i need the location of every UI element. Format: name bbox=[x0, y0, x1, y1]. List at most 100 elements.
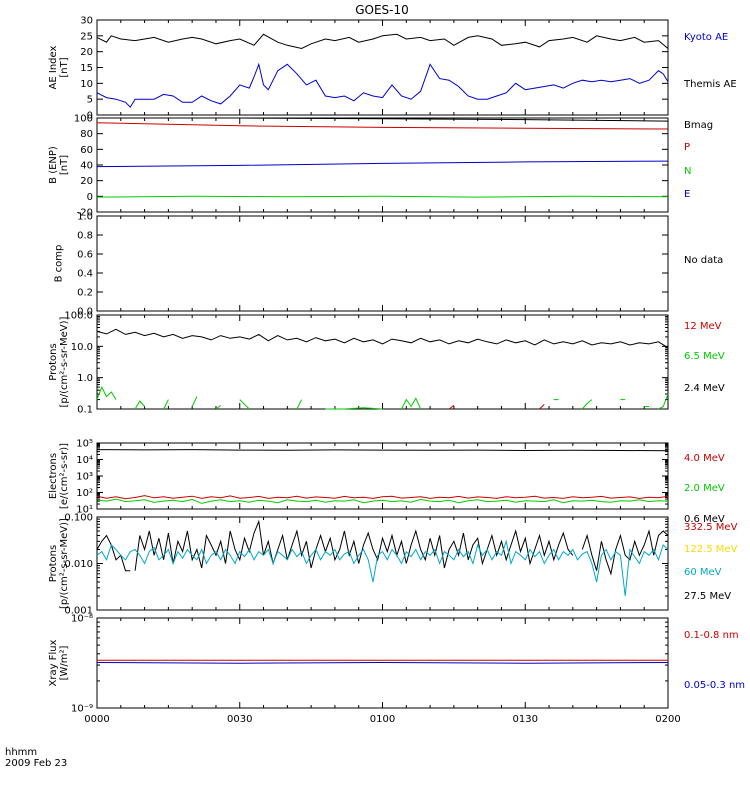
legend-entry: 122.5 MeV bbox=[684, 544, 738, 555]
series-line bbox=[96, 495, 669, 500]
series-line bbox=[96, 33, 669, 50]
legend-entry: Themis AE bbox=[683, 79, 737, 90]
time-format-label: hhmm bbox=[5, 747, 37, 758]
y-tick-label: 10⁵ bbox=[76, 439, 93, 450]
y-tick-label: 0.010 bbox=[64, 559, 93, 570]
series-line bbox=[539, 404, 545, 410]
panel-frame bbox=[96, 314, 669, 410]
series-line bbox=[96, 539, 669, 597]
y-tick-label: 10⁻⁹ bbox=[71, 704, 93, 715]
y-tick-label: 10⁴ bbox=[76, 455, 93, 466]
legend-entry: 0.1-0.8 nm bbox=[684, 630, 739, 641]
y-tick-label: 0.1 bbox=[77, 405, 93, 416]
y-tick-label: 0 bbox=[87, 111, 93, 122]
y-axis-label: Protons[p/(cm²-s-sr-MeV)] bbox=[48, 518, 70, 609]
x-tick-label: 0100 bbox=[370, 714, 395, 725]
y-tick-label: 0.100 bbox=[64, 513, 93, 524]
y-axis-label-line: [nT] bbox=[59, 155, 70, 175]
plot-title: GOES-10 bbox=[355, 3, 409, 17]
y-tick-label: 0.4 bbox=[77, 269, 93, 280]
series-line bbox=[163, 399, 169, 410]
y-axis-label-line: Electrons bbox=[48, 453, 59, 499]
y-tick-label: 15 bbox=[80, 63, 93, 74]
legend-entry: 2.4 MeV bbox=[684, 383, 725, 394]
series-line bbox=[96, 449, 669, 452]
series-line bbox=[658, 393, 669, 410]
series-line bbox=[96, 661, 669, 664]
legend-entry: 6.5 MeV bbox=[684, 351, 725, 362]
y-axis-label-line: [p/(cm²-s-sr-MeV)] bbox=[59, 316, 70, 407]
series-line bbox=[97, 117, 669, 122]
panel-frame bbox=[96, 215, 669, 312]
y-tick-label: 100 bbox=[74, 114, 93, 125]
y-tick-label: 0 bbox=[87, 192, 93, 203]
series-line bbox=[448, 404, 455, 410]
panel-frame bbox=[96, 117, 669, 213]
y-tick-label: 20 bbox=[80, 176, 93, 187]
x-tick-label: 0200 bbox=[655, 714, 680, 725]
y-tick-label: 1.0 bbox=[77, 212, 93, 223]
y-axis-label-line: [e/(cm²-s-sr)] bbox=[59, 443, 70, 509]
series-line bbox=[296, 399, 303, 410]
y-tick-label: 1.0 bbox=[77, 373, 93, 384]
y-axis-label: B comp bbox=[54, 245, 65, 283]
panel-ae: 0 5 10 15 20 25 30 AE Index[nT] Kyoto AE Themis A… bbox=[48, 16, 737, 122]
y-axis-label: Electrons[e/(cm²-s-sr)] bbox=[48, 443, 70, 509]
y-tick-label: 0.8 bbox=[77, 231, 93, 242]
y-axis-label-line: Xray Flux bbox=[48, 639, 59, 686]
legend-entry: Kyoto AE bbox=[684, 32, 728, 43]
y-axis-label-line: B (ENP) bbox=[48, 146, 59, 184]
y-tick-label: 10.0 bbox=[71, 342, 93, 353]
series-line bbox=[96, 122, 669, 130]
y-axis-label-line: [nT] bbox=[59, 57, 70, 77]
y-axis-label: AE Index[nT] bbox=[48, 45, 70, 89]
series-line bbox=[96, 534, 131, 572]
series-line bbox=[96, 385, 117, 400]
y-tick-label: 80 bbox=[80, 129, 93, 140]
legend-entry: 27.5 MeV bbox=[684, 591, 731, 602]
x-tick-label: 0030 bbox=[227, 714, 252, 725]
legend-entry: P bbox=[684, 142, 690, 153]
x-tick-label: 0000 bbox=[84, 714, 109, 725]
y-axis-label-line: AE Index bbox=[48, 45, 59, 89]
y-tick-label: -20 bbox=[77, 208, 93, 219]
series-line bbox=[96, 160, 669, 168]
series-line bbox=[239, 399, 250, 410]
date-label: 2009 Feb 23 bbox=[5, 758, 67, 769]
panel-frame bbox=[96, 516, 669, 611]
y-tick-label: 0.6 bbox=[77, 250, 93, 261]
legend-entry: 12 MeV bbox=[684, 321, 722, 332]
panel-xray: 10⁻⁹ 10⁻⁸ Xray Flux[W/m²] 0.1-0.8 nm 0.05-0.… bbox=[48, 614, 745, 715]
legend-entry: 60 MeV bbox=[684, 567, 722, 578]
panel-protons_low: 0.1 1.0 10.0 100.0Protons[p/(cm²-s-sr-MeV)]… bbox=[48, 311, 725, 416]
legend-entry: 0.05-0.3 nm bbox=[684, 680, 745, 691]
y-tick-label: 10³ bbox=[76, 472, 93, 483]
series-line bbox=[134, 519, 574, 571]
legend-entry: 2.0 MeV bbox=[684, 483, 725, 494]
series-line bbox=[581, 399, 593, 410]
y-axis-label: Protons[p/(cm²-s-sr-MeV)] bbox=[48, 316, 70, 407]
series-line bbox=[215, 405, 222, 410]
y-tick-label: 0.0 bbox=[77, 307, 93, 318]
y-tick-label: 10² bbox=[76, 488, 93, 499]
y-axis-label-line: [W/m²] bbox=[59, 645, 70, 680]
y-tick-label: 0.2 bbox=[77, 288, 93, 299]
y-tick-label: 25 bbox=[80, 31, 93, 42]
legend-entry: No data bbox=[684, 255, 723, 266]
y-axis-label: Xray Flux[W/m²] bbox=[48, 639, 70, 686]
y-tick-label: 10 bbox=[80, 79, 93, 90]
y-axis-label-line: B comp bbox=[54, 245, 65, 283]
y-tick-label: 100.0 bbox=[64, 311, 93, 322]
x-tick-label: 0130 bbox=[513, 714, 538, 725]
panel-protons_high: 0.0010.0100.100Protons[p/(cm²-s-sr-MeV)]… bbox=[48, 513, 738, 617]
y-axis-label-line: [p/(cm²-s-sr-MeV)] bbox=[59, 518, 70, 609]
panel-bfield: -20 0 20 40 60 80 100 B (ENP)[nT] Bmag P N E bbox=[48, 114, 713, 219]
y-axis-label-line: Protons bbox=[48, 545, 59, 582]
legend-entry: 4.0 MeV bbox=[684, 453, 725, 464]
series-line bbox=[96, 498, 669, 504]
y-tick-label: 30 bbox=[80, 16, 93, 27]
series-line bbox=[96, 195, 669, 198]
legend-entry: 332.5 MeV bbox=[684, 522, 738, 533]
